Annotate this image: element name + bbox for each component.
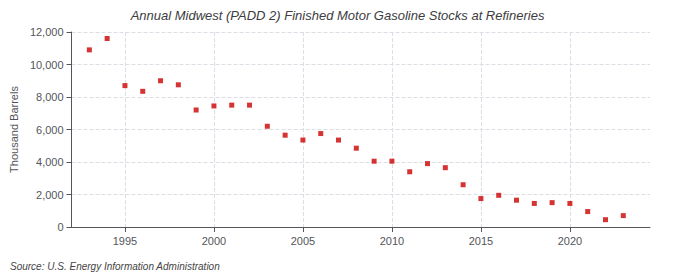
svg-text:6,000: 6,000 [36, 124, 64, 136]
svg-text:8,000: 8,000 [36, 91, 64, 103]
svg-text:2,000: 2,000 [36, 189, 64, 201]
svg-text:2000: 2000 [202, 235, 226, 247]
svg-text:4,000: 4,000 [36, 156, 64, 168]
svg-text:2005: 2005 [291, 235, 315, 247]
svg-text:1995: 1995 [113, 235, 137, 247]
svg-text:12,000: 12,000 [30, 26, 64, 38]
svg-text:2015: 2015 [469, 235, 493, 247]
svg-text:Thousand Barrels: Thousand Barrels [8, 86, 20, 173]
svg-text:Annual Midwest (PADD 2) Finish: Annual Midwest (PADD 2) Finished Motor G… [130, 8, 545, 23]
svg-text:2010: 2010 [380, 235, 404, 247]
svg-text:0: 0 [57, 221, 63, 233]
svg-text:2020: 2020 [558, 235, 582, 247]
svg-text:10,000: 10,000 [30, 59, 64, 71]
svg-text:Source: U.S. Energy Informatio: Source: U.S. Energy Information Administ… [10, 261, 220, 272]
